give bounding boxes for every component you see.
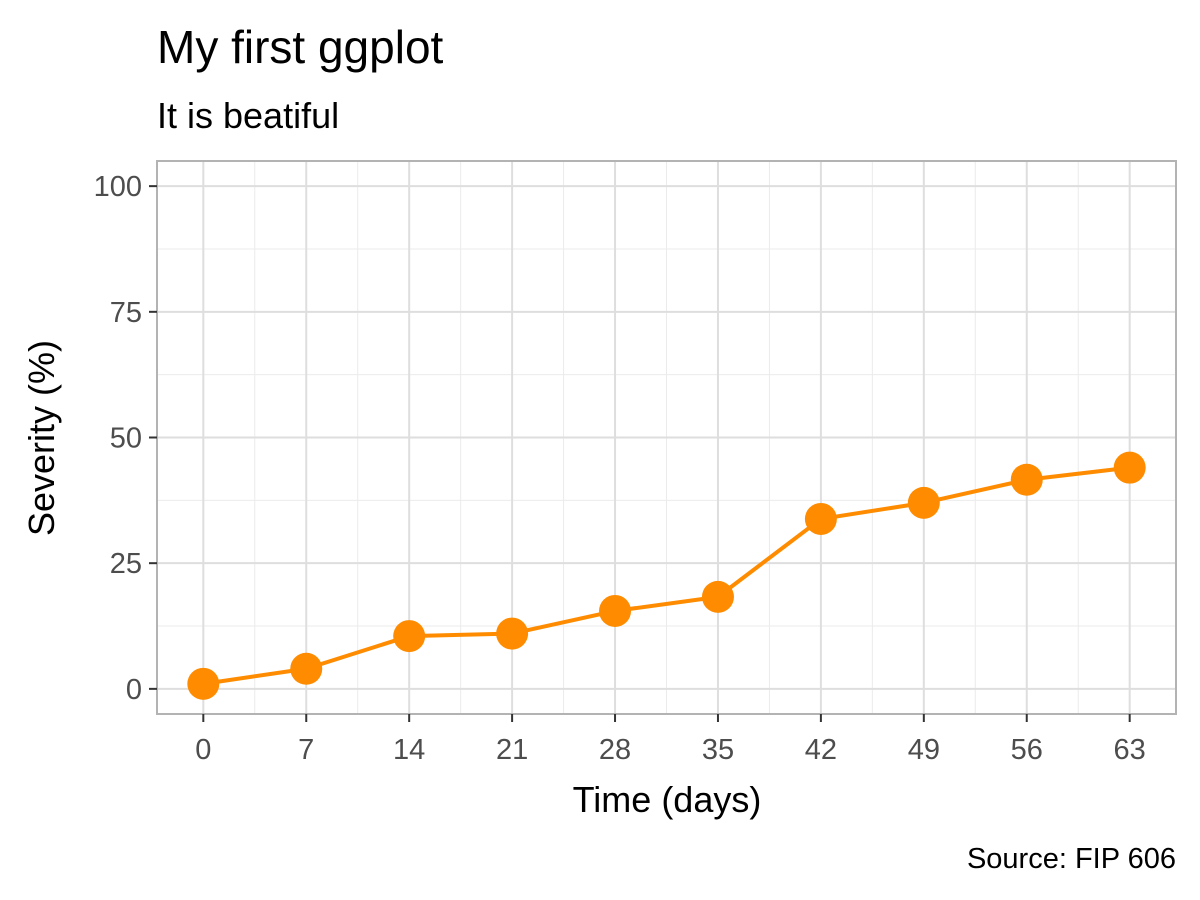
data-point <box>1113 451 1146 484</box>
x-axis-title: Time (days) <box>573 779 762 820</box>
y-tick-label: 100 <box>94 171 142 203</box>
chart-title: My first ggplot <box>157 21 444 73</box>
data-point <box>907 486 940 519</box>
x-tick-label: 21 <box>496 734 528 766</box>
x-tick-label: 42 <box>805 734 837 766</box>
x-tick-label: 56 <box>1011 734 1043 766</box>
y-tick-label: 25 <box>110 548 142 580</box>
data-point <box>701 580 734 613</box>
x-tick-label: 63 <box>1114 734 1146 766</box>
chart-subtitle: It is beatiful <box>157 95 339 136</box>
series <box>187 451 1146 700</box>
x-tick-label: 14 <box>393 734 425 766</box>
y-tick-label: 0 <box>126 674 142 706</box>
grid <box>157 161 1176 714</box>
x-tick-label: 28 <box>599 734 631 766</box>
axes: 0 7 14 21 28 35 42 49 56 63 0 25 50 75 100 <box>94 171 1146 766</box>
data-point <box>393 620 426 653</box>
x-tick-label: 7 <box>298 734 314 766</box>
data-point <box>290 652 323 685</box>
data-point <box>599 594 632 627</box>
y-tick-label: 50 <box>110 423 142 455</box>
data-point <box>1010 463 1043 496</box>
x-tick-label: 35 <box>702 734 734 766</box>
chart-caption: Source: FIP 606 <box>967 843 1176 875</box>
x-tick-label: 49 <box>908 734 940 766</box>
series-line <box>203 465 1130 686</box>
data-point <box>187 667 220 700</box>
x-tick-label: 0 <box>195 734 211 766</box>
y-axis-title: Severity (%) <box>21 340 62 536</box>
data-point <box>804 502 837 535</box>
data-point <box>496 617 529 650</box>
y-tick-label: 75 <box>110 297 142 329</box>
